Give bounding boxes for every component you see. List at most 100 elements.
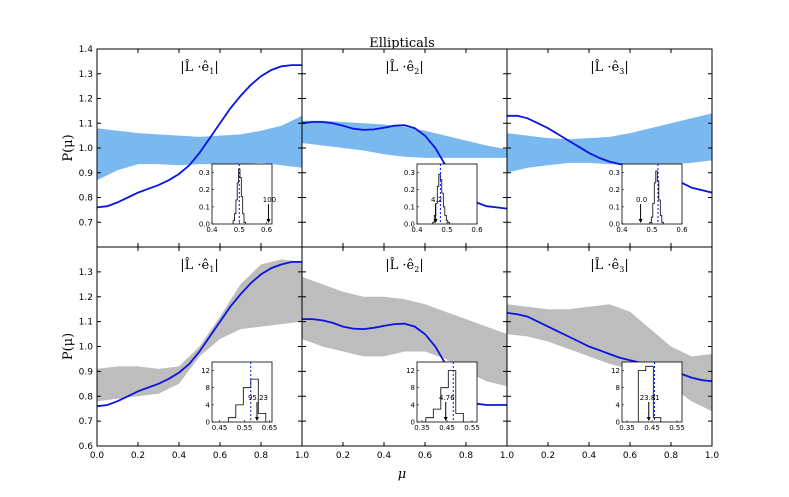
- x-tick-label: 0.8: [254, 451, 269, 461]
- histogram-bars: [649, 170, 664, 224]
- figure-title: Ellipticals: [369, 36, 435, 51]
- inset-histogram: 95.23 0.45 0.55 0.65 12 8 4 0: [201, 361, 277, 432]
- y-tick-label: 0.7: [79, 417, 93, 427]
- panel-label-close: |: [624, 258, 628, 273]
- panel-label: |L̂ ·ê2|: [385, 257, 423, 274]
- inset-histogram: 0.00.4 0.5 0.60.30.20.10.0: [609, 163, 688, 234]
- y-tick-label: 0.8: [79, 392, 94, 402]
- confidence-band: [302, 276, 507, 387]
- panel-label-subscript: 3: [619, 67, 624, 76]
- probability-curve: [97, 64, 302, 209]
- inset-histogram: 100 0.4 0.5 0.6 0.3 0.2 0.1 0.0: [199, 163, 276, 234]
- panel-label-subscript: 2: [414, 265, 419, 274]
- observed-arrowhead: [443, 417, 448, 421]
- x-tick-label: 0.6: [623, 451, 638, 461]
- y-axis-label: P(μ): [61, 134, 76, 161]
- inset-x-tick-label: 0.5: [441, 226, 452, 234]
- panel-r1-c2: |L̂ ·ê2| 4.2 0.4 0.5 0.6 0.3 0.2 0.1 0.0: [301, 48, 508, 248]
- inset-x-tick-label: 0.55: [669, 424, 685, 432]
- observed-annotation: 4.2: [431, 196, 442, 204]
- confidence-band: [97, 259, 302, 402]
- observed-arrowhead: [638, 219, 643, 223]
- panel-r1-c3: |L̂ ·ê3|0.00.4 0.5 0.60.30.20.10.0: [506, 48, 713, 248]
- inset-y-tick-label: 0.3: [609, 169, 620, 177]
- inset-x-tick-label: 0.5: [646, 226, 657, 234]
- inset-x-tick-label: 0.4: [616, 226, 628, 234]
- y-tick-label: 1.0: [79, 144, 94, 154]
- observed-arrowhead: [255, 417, 259, 421]
- y-tick-label: 1.0: [79, 343, 94, 353]
- inset-x-tick-label: 0.55: [464, 424, 480, 432]
- x-tick-label: 1.0: [705, 451, 720, 461]
- inset-x-tick-label: 0.4: [206, 226, 218, 234]
- y-tick-label: 0.6: [79, 442, 94, 452]
- x-tick-label: 0.2: [131, 451, 145, 461]
- x-tick-label: 0.6: [418, 451, 433, 461]
- y-tick-label: 0.9: [79, 367, 94, 377]
- panel-label-subscript: 1: [209, 67, 214, 76]
- inset-y-tick-label: 12: [611, 367, 620, 375]
- panel-label: |L̂ ·ê3|: [590, 257, 628, 274]
- x-tick-label: 0.8: [459, 451, 474, 461]
- inset-y-tick-label: 0.0: [404, 221, 415, 229]
- observed-annotation: 0.0: [636, 196, 647, 204]
- inset-x-tick-label: 0.5: [234, 226, 245, 234]
- y-tick-label: 1.1: [79, 318, 93, 328]
- inset-y-tick-label: 4: [206, 401, 211, 409]
- panel-label-close: |: [624, 60, 628, 75]
- x-tick-label: 0.4: [582, 451, 597, 461]
- confidence-band: [302, 120, 507, 158]
- y-axis-label: P(μ): [61, 333, 76, 360]
- inset-y-tick-label: 0: [616, 419, 620, 427]
- x-tick-label: 0.0: [90, 451, 105, 461]
- histogram-bars: [637, 365, 662, 422]
- inset-y-tick-label: 0.2: [609, 186, 620, 194]
- x-tick-label: 0.2: [541, 451, 555, 461]
- inset-y-tick-label: 0.3: [404, 169, 415, 177]
- y-tick-label: 1.1: [79, 119, 93, 129]
- observed-annotation: 4.76: [439, 394, 455, 402]
- inset-frame: [621, 361, 683, 423]
- panel-label-close: |: [419, 258, 423, 273]
- y-tick-label: 0.7: [79, 218, 93, 228]
- observed-annotation: 95.23: [248, 394, 268, 402]
- inset-y-tick-label: 12: [406, 367, 415, 375]
- inset-x-tick-label: 0.55: [237, 424, 253, 432]
- panel-label: |L̂ ·ê1|: [180, 59, 218, 76]
- panel-r2-c3: |L̂ ·ê3| 0.2 0.4 0.6 0.8 1.0 23.81 0.35 0.45 0.55…: [506, 246, 720, 461]
- panel-r2-c2: |L̂ ·ê2| 0.2 0.4 0.6 0.8 1.0 4.76 0.35 0.45 0.55 1…: [301, 246, 515, 461]
- inset-y-tick-label: 4: [616, 401, 621, 409]
- x-tick-label: 0.6: [213, 451, 228, 461]
- panel-label-close: |: [419, 60, 423, 75]
- panel-label-subscript: 1: [209, 265, 214, 274]
- y-tick-label: 0.9: [79, 169, 94, 179]
- y-tick-label: 1.2: [79, 293, 93, 303]
- x-tick-label: 1.0: [500, 451, 515, 461]
- panel-label: |L̂ ·ê2|: [385, 59, 423, 76]
- inset-y-tick-label: 0: [206, 419, 210, 427]
- inset-frame: [211, 163, 273, 225]
- inset-x-tick-label: 0.6: [261, 226, 273, 234]
- panel-label: |L̂ ·ê3|: [590, 59, 628, 76]
- inset-y-tick-label: 0.1: [404, 203, 415, 211]
- inset-frame: [621, 163, 683, 225]
- panel-r2-c1: |L̂ ·ê1| 0.0 0.2 0.4 0.6 0.8 1.0 1.3 1.2 1.1 1.0 0.…: [79, 246, 309, 461]
- observed-annotation: 100: [263, 196, 276, 204]
- x-tick-label: 0.4: [377, 451, 392, 461]
- x-tick-label: 0.8: [664, 451, 679, 461]
- inset-histogram: 4.2 0.4 0.5 0.6 0.3 0.2 0.1 0.0: [404, 163, 483, 234]
- y-tick-label: 0.8: [79, 194, 94, 204]
- inset-frame: [416, 361, 478, 423]
- confidence-band: [97, 115, 302, 181]
- panel-label-close: |: [214, 60, 218, 75]
- inset-x-tick-label: 0.6: [676, 226, 688, 234]
- inset-y-tick-label: 0.0: [199, 221, 210, 229]
- panel-label: |L̂ ·ê1|: [180, 257, 218, 274]
- observed-arrowhead: [433, 219, 438, 223]
- inset-y-tick-label: 4: [411, 401, 416, 409]
- panel-label-close: |: [214, 258, 218, 273]
- histogram-bars: [425, 370, 464, 422]
- inset-x-tick-label: 0.35: [414, 424, 430, 432]
- probability-curve: [97, 261, 302, 408]
